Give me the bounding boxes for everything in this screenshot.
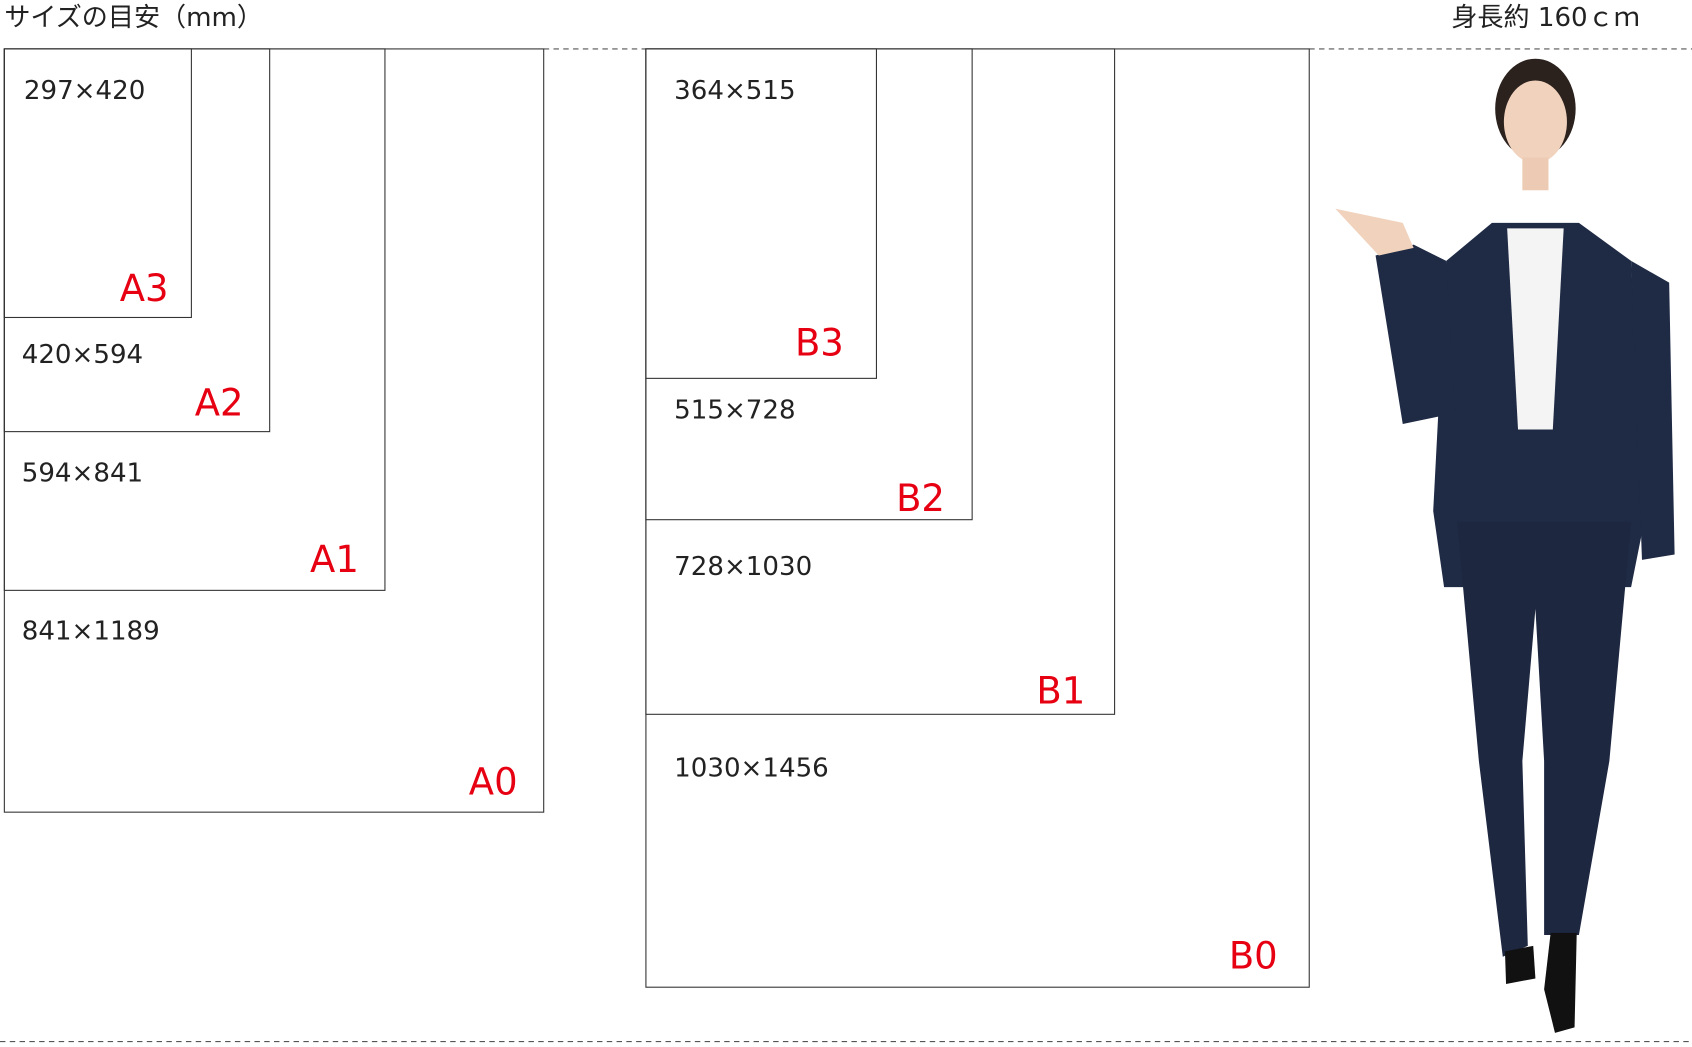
- paper-dimensions: 420×594: [22, 340, 143, 370]
- paper-name: A1: [310, 538, 359, 581]
- paper-dimensions: 364×515: [674, 76, 795, 106]
- paper-outline: [3, 48, 271, 433]
- paper-name: A0: [469, 761, 518, 804]
- paper-outline: [645, 48, 1310, 988]
- paper-name: A3: [120, 267, 169, 310]
- paper-name: B3: [795, 322, 844, 365]
- paper-name: B2: [896, 477, 945, 520]
- paper-outline: [645, 48, 1116, 715]
- paper-outline: [645, 48, 973, 521]
- paper-dimensions: 515×728: [674, 396, 795, 426]
- paper-dimensions: 594×841: [22, 459, 143, 489]
- paper-dimensions: 297×420: [24, 76, 145, 106]
- paper-outline: [3, 48, 545, 813]
- paper-dimensions: 841×1189: [22, 616, 160, 646]
- paper-name: B1: [1036, 669, 1085, 712]
- paper-name: B0: [1229, 935, 1278, 978]
- height-note: 身長約 160ｃｍ: [1451, 3, 1639, 33]
- paper-name: A2: [195, 381, 244, 424]
- person-figure: [1335, 58, 1675, 1033]
- paper-dimensions: 1030×1456: [674, 753, 829, 783]
- paper-dimensions: 728×1030: [674, 552, 812, 582]
- title: サイズの目安（mm）: [4, 3, 263, 33]
- paper-outline: [3, 48, 386, 591]
- papers: 297×420 A3 420×594 A2 594×841 A1 841×1189 A0 364…: [3, 48, 1310, 988]
